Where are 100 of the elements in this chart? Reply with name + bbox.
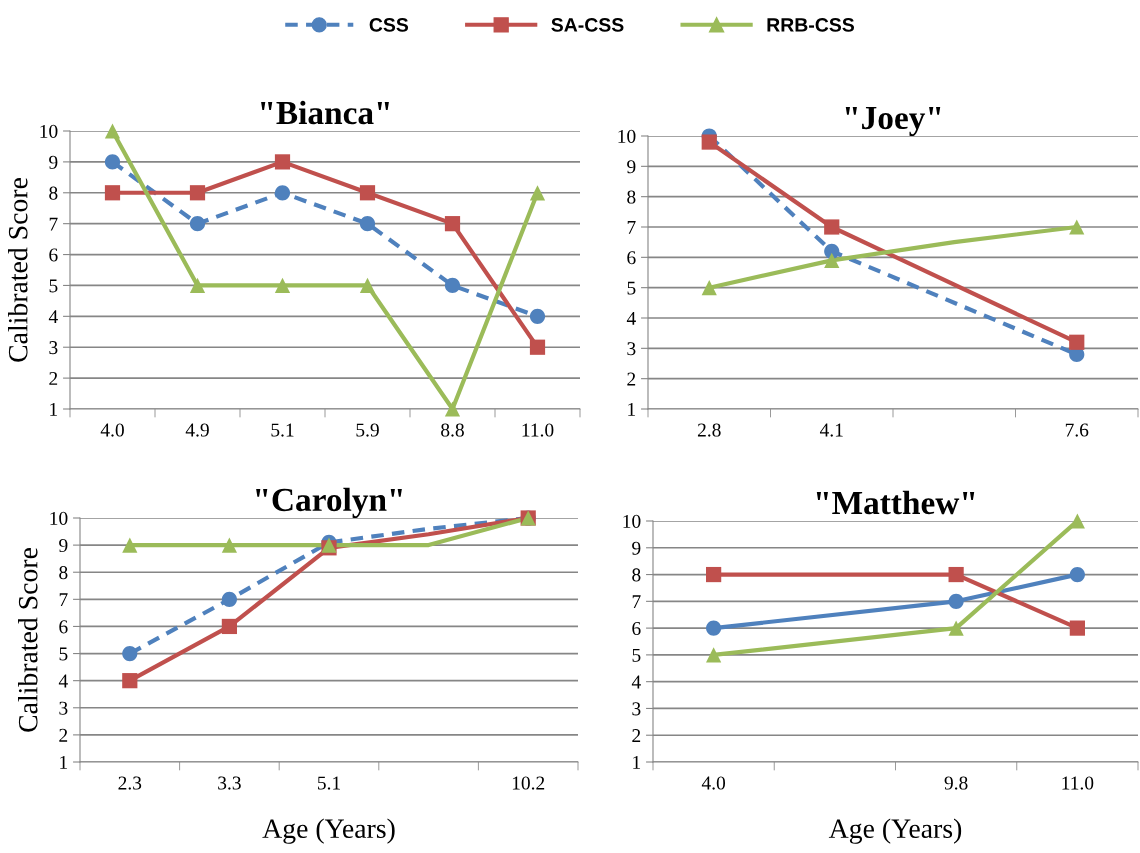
point [189, 185, 206, 201]
y-tick-label: 2 [627, 372, 636, 386]
point [1069, 620, 1085, 636]
point [706, 647, 722, 663]
point [274, 154, 291, 170]
y-tick-label: 1 [628, 402, 636, 416]
y-tick-label: 9 [632, 541, 641, 555]
point [706, 620, 722, 636]
point [122, 537, 138, 553]
y-tick-label: 9 [627, 160, 636, 174]
point [824, 252, 840, 268]
x-tick-label: 4.0 [701, 776, 726, 790]
point [274, 277, 291, 294]
y-tick-label: 2 [59, 728, 68, 742]
point [948, 620, 964, 636]
y-tick-label: 10 [50, 511, 68, 525]
point [444, 277, 461, 294]
point [104, 123, 121, 139]
y-tick-label: 8 [49, 186, 58, 200]
x-tick-label: 4.9 [185, 423, 209, 437]
x-tick-label: 11.0 [1062, 776, 1094, 790]
point [104, 154, 121, 170]
y-tick-label: 8 [59, 566, 68, 580]
y-tick-label: 10 [40, 124, 58, 138]
y-axis-title: Calibrated Score [8, 178, 28, 362]
point [529, 185, 546, 201]
y-tick-label: 6 [59, 620, 68, 634]
y-tick-label: 4 [626, 311, 636, 325]
y-tick-label: 1 [633, 755, 641, 769]
point [122, 673, 138, 689]
y-tick-label: 6 [627, 251, 636, 265]
x-tick-label: 2.3 [118, 776, 142, 790]
point [444, 216, 461, 232]
x-tick-label: 11.0 [522, 423, 554, 437]
point [529, 339, 546, 355]
y-tick-label: 1 [50, 402, 58, 416]
y-axis-title: Calibrated Score [18, 548, 38, 732]
point [1069, 566, 1085, 583]
x-tick-label: 8.8 [441, 423, 464, 437]
x-tick-label: 5.9 [356, 423, 379, 437]
x-tick-label: 3.3 [218, 776, 241, 790]
chart-title: "Bianca" [261, 100, 389, 125]
y-tick-label: 4 [631, 675, 641, 689]
point [221, 591, 238, 607]
y-tick-label: 8 [632, 568, 641, 582]
point [1069, 334, 1085, 350]
y-tick-label: 7 [59, 593, 68, 607]
y-tick-label: 5 [59, 647, 68, 661]
point [1069, 219, 1085, 235]
y-tick-label: 7 [632, 595, 641, 609]
y-tick-label: 7 [49, 217, 58, 231]
point [189, 277, 206, 294]
chart-title: "Joey" [845, 106, 941, 136]
x-axis-title: Age (Years) [262, 818, 395, 844]
x-axis-title: Age (Years) [828, 818, 962, 844]
y-tick-label: 6 [632, 621, 641, 636]
y-tick-label: 3 [59, 701, 68, 715]
y-tick-label: 6 [49, 248, 58, 262]
y-tick-label: 3 [49, 341, 58, 355]
point [701, 134, 717, 150]
y-tick-label: 5 [632, 648, 641, 662]
point [274, 185, 291, 201]
point [221, 618, 238, 635]
y-tick-label: 4 [58, 674, 68, 688]
point [359, 277, 376, 294]
y-tick-label: 2 [632, 729, 641, 742]
x-tick-label: 10.2 [512, 776, 545, 790]
y-tick-label: 9 [49, 155, 58, 169]
point [706, 566, 722, 583]
point [1069, 513, 1085, 529]
y-tick-label: 9 [59, 538, 68, 553]
y-tick-label: 4 [48, 310, 58, 324]
point [529, 308, 546, 324]
point [359, 216, 376, 232]
x-tick-label: 5.1 [317, 776, 340, 790]
y-tick-label: 3 [632, 702, 641, 716]
point [359, 185, 376, 201]
chart-title: "Carolyn" [256, 487, 402, 518]
x-tick-label: 5.1 [271, 423, 294, 437]
point [948, 566, 964, 583]
chart-title: "Matthew" [816, 490, 975, 515]
point [189, 216, 206, 232]
legend-label: SA-CSS [551, 18, 624, 32]
y-tick-label: 7 [627, 221, 636, 234]
y-tick-label: 5 [49, 279, 58, 293]
legend-label: RRB-CSS [767, 18, 855, 32]
point [122, 645, 138, 662]
x-tick-label: 7.6 [1065, 423, 1089, 437]
point [221, 537, 238, 553]
x-tick-label: 4.0 [100, 423, 124, 437]
y-tick-label: 10 [623, 514, 641, 528]
y-tick-label: 2 [49, 371, 58, 385]
point [824, 219, 840, 235]
point [948, 593, 964, 609]
x-tick-label: 9.8 [944, 776, 968, 790]
x-tick-label: 4.1 [819, 423, 843, 437]
y-tick-label: 3 [627, 342, 636, 356]
y-tick-label: 1 [60, 755, 68, 769]
y-tick-label: 5 [627, 281, 636, 295]
x-tick-label: 2.8 [697, 423, 721, 437]
